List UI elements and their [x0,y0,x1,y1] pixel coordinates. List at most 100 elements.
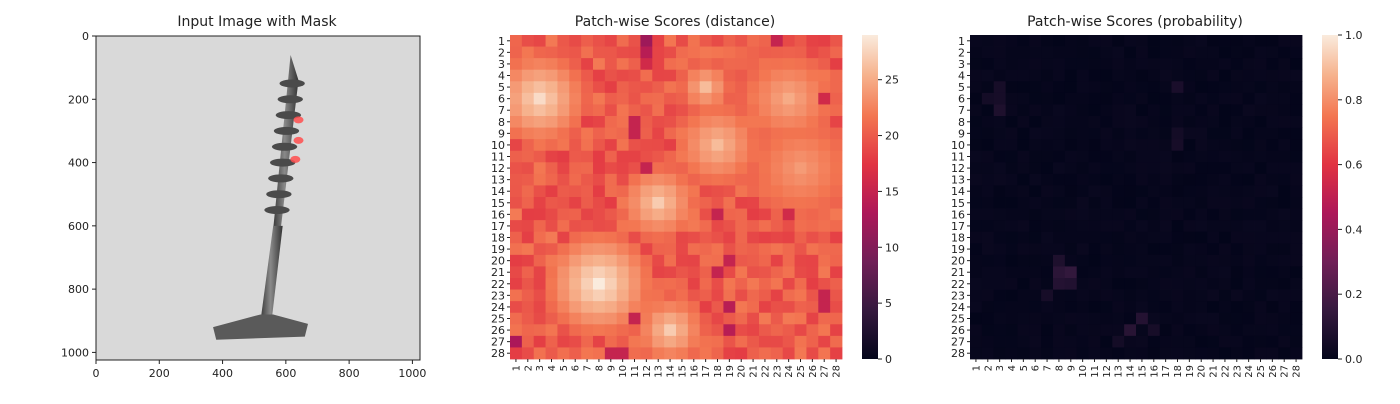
heatmap-cell [1254,324,1267,337]
row-tick-label: 21 [491,266,505,279]
heatmap-cell [782,312,795,325]
heatmap-cell [569,312,582,325]
heatmap-cell [770,347,784,360]
heatmap-cell [711,289,724,302]
heatmap-cell [1266,312,1279,325]
heatmap-cell [1064,266,1078,279]
heatmap-cell [1219,243,1232,256]
heatmap-cell [640,92,653,105]
heatmap-cell [699,35,712,47]
heatmap-cell [1207,81,1220,94]
heatmap-cell [593,312,606,325]
heatmap-cell [604,81,618,94]
heatmap-cell [735,35,748,47]
heatmap-cell [593,81,606,94]
heatmap-cell [1100,58,1113,71]
row-tick-label: 12 [491,162,505,175]
heatmap-cell [533,58,546,71]
heatmap-cell [1005,197,1018,209]
heatmap-cell [770,162,784,175]
heatmap-cell [545,312,558,325]
heatmap-cell [782,69,795,82]
heatmap-cell [770,243,784,256]
heatmap-cell [1136,127,1149,140]
heatmap-cell [759,69,772,82]
heatmap-cell [818,324,831,337]
heatmap-cell [1124,162,1137,175]
heatmap-cell [616,324,629,337]
heatmap-cell [1100,139,1113,152]
heatmap-cell [545,81,558,94]
heatmap-cell [1017,231,1030,244]
heatmap-cell [782,185,795,198]
heatmap-cell [723,185,736,198]
heatmap-cell [806,347,819,360]
heatmap-cell [794,278,807,290]
heatmap-cell [1278,347,1291,360]
heatmap-cell [628,335,641,348]
heatmap-cell [545,324,558,337]
heatmap-cell [1195,335,1208,348]
heatmap-cell [830,243,843,256]
heatmap-cell [581,127,594,140]
heatmap-cell [981,278,995,290]
heatmap-cell [1112,150,1125,163]
heatmap-cell [1171,266,1184,279]
heatmap-cell [687,162,701,175]
heatmap-cell [1266,231,1279,244]
heatmap-cell [1254,312,1267,325]
heatmap-cell [1242,231,1255,244]
col-tick-label: 7 [1043,365,1054,371]
heatmap-cell [1207,231,1220,244]
heatmap-cell [687,35,701,47]
heatmap-cell [569,173,582,186]
heatmap-cell [1136,46,1149,59]
heatmap-cell [1183,266,1196,279]
heatmap-cell [1207,243,1220,256]
heatmap-cell [830,220,843,233]
heatmap-cell [1112,231,1125,244]
heatmap-cell [830,266,843,279]
heatmap-cell [1064,197,1078,209]
heatmap-cell [545,266,558,279]
heatmap-cell [723,162,736,175]
heatmap-cell [759,139,772,152]
heatmap-cell [545,69,558,82]
heatmap-cell [735,69,748,82]
heatmap-cell [1029,220,1042,233]
heatmap-cell [759,46,772,59]
heatmap-cell [1053,104,1066,117]
heatmap-cell [1230,150,1244,163]
heatmap-cell [1100,162,1113,175]
heatmap-cell [1100,150,1113,163]
heatmap-cell [1088,173,1101,186]
heatmap-cell [1290,335,1303,348]
heatmap-cell [794,347,807,360]
heatmap-cell [557,46,570,59]
heatmap-cell [1005,162,1018,175]
heatmap-cell [782,278,795,290]
heatmap-cell [1029,243,1042,256]
heatmap-cell [1017,266,1030,279]
heatmap-cell [652,335,665,348]
heatmap-cell [1064,58,1078,71]
heatmap-cell [1017,220,1030,233]
row-tick-label: 19 [951,243,965,256]
row-tick-label: 5 [498,81,505,94]
heatmap-cell [652,185,665,198]
heatmap-cell [1183,46,1196,59]
heatmap-cell [1064,208,1078,221]
heatmap-cell [735,266,748,279]
heatmap-cell [640,35,653,47]
heatmap-cell [652,116,665,128]
heatmap-cell [830,335,843,348]
heatmap-cell [1183,185,1196,198]
heatmap-cell [1242,69,1255,82]
heatmap-cell [533,208,546,221]
heatmap-cell [993,139,1006,152]
heatmap-cell [1195,278,1208,290]
heatmap-cell [1136,81,1149,94]
heatmap-cell [806,312,819,325]
heatmap-cell [699,243,712,256]
